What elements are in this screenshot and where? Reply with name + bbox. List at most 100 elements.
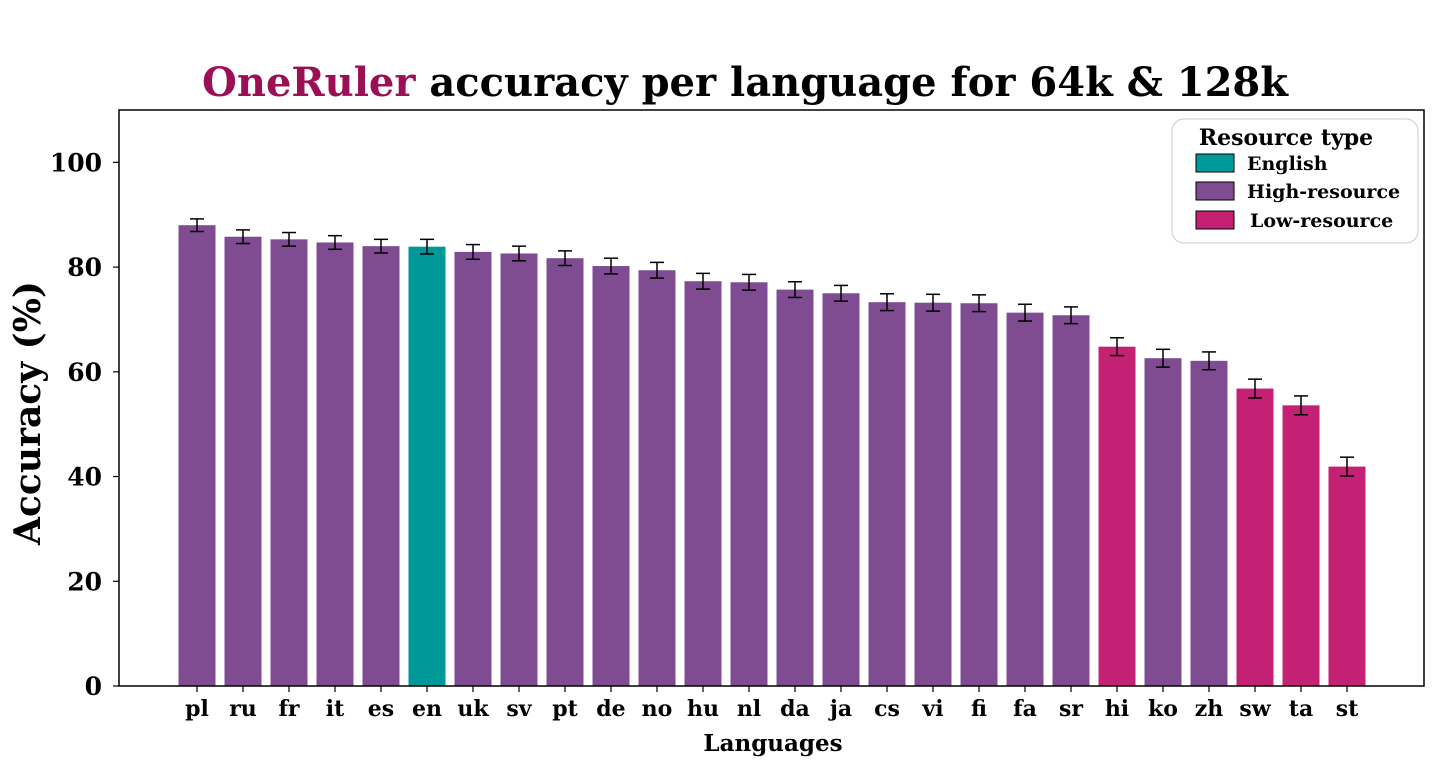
bar-uk [454, 251, 492, 686]
x-tick-label-pl: pl [185, 696, 209, 722]
error-bar-ru [236, 229, 250, 245]
chart-title: OneRuler accuracy per language for 64k &… [202, 59, 1289, 106]
legend: Resource type English High-resource Low-… [1171, 118, 1419, 244]
error-bar-ja [834, 284, 848, 302]
bar-hu [684, 281, 722, 686]
bar-it [316, 242, 354, 687]
error-bar-sw [1248, 378, 1262, 399]
bar-vi [914, 302, 952, 686]
x-tick-label-it: it [326, 696, 345, 722]
bar-pl [178, 225, 216, 686]
bar-ru [224, 236, 262, 686]
error-bar-fi [972, 294, 986, 313]
x-tick-label-vi: vi [921, 696, 943, 722]
bar-no [638, 270, 676, 686]
x-ticks: pl ru fr it es en uk sv pt de no hu nl da ja cs vi fi fa sr… [185, 686, 1359, 722]
bar-fa [1006, 312, 1044, 686]
legend-swatch-low-resource [1195, 210, 1235, 230]
bar-de [592, 266, 630, 686]
error-bar-no [650, 261, 664, 279]
error-bar-en [420, 238, 434, 255]
error-bar-st [1340, 456, 1354, 477]
x-tick-label-pt: pt [552, 696, 578, 722]
error-bar-fa [1018, 303, 1032, 322]
bar-sv [500, 253, 538, 686]
y-ticks: 0 20 40 60 80 100 [50, 148, 119, 701]
x-tick-label-da: da [780, 696, 810, 722]
bar-ko [1144, 358, 1182, 686]
bar-cs [868, 302, 906, 686]
y-tick-label-100: 100 [50, 148, 102, 177]
x-tick-label-es: es [368, 696, 394, 722]
legend-swatch-english [1195, 153, 1235, 173]
bar-ta [1282, 405, 1320, 686]
chart-title-rest: accuracy per language for 64k & 128k [415, 59, 1289, 106]
x-tick-label-cs: cs [874, 696, 900, 722]
x-tick-label-en: en [412, 696, 442, 722]
x-tick-label-sr: sr [1059, 696, 1083, 722]
error-bar-it [328, 234, 342, 251]
error-bar-fr [282, 231, 296, 247]
x-tick-label-uk: uk [457, 696, 489, 722]
error-bars-layer [190, 218, 1354, 477]
x-tick-label-sw: sw [1239, 696, 1271, 722]
error-bar-de [604, 257, 618, 275]
x-tick-label-fr: fr [278, 696, 299, 722]
bar-sw [1236, 388, 1274, 686]
error-bar-hu [696, 272, 710, 290]
bars-layer [178, 225, 1366, 687]
bar-ja [822, 293, 860, 686]
error-bar-hi [1110, 337, 1124, 357]
legend-title: Resource type [1199, 125, 1373, 151]
x-tick-label-ta: ta [1289, 696, 1313, 722]
error-bar-da [788, 281, 802, 299]
bar-sr [1052, 315, 1090, 686]
y-tick-label-40: 40 [67, 463, 102, 492]
error-bar-ta [1294, 395, 1308, 416]
x-tick-label-hu: hu [687, 696, 719, 722]
y-axis-label: Accuracy (%) [7, 281, 49, 546]
bar-st [1328, 466, 1366, 686]
y-tick-label-80: 80 [67, 253, 102, 282]
error-bar-sv [512, 245, 526, 262]
y-tick-label-60: 60 [67, 358, 102, 387]
bar-es [362, 246, 400, 687]
bar-nl [730, 282, 768, 686]
x-tick-label-zh: zh [1195, 696, 1224, 722]
x-tick-label-ru: ru [229, 696, 257, 722]
x-tick-label-de: de [596, 696, 625, 722]
legend-label-english: English [1247, 153, 1328, 175]
x-tick-label-fa: fa [1013, 696, 1037, 722]
x-tick-label-hi: hi [1105, 696, 1129, 722]
bar-zh [1190, 360, 1228, 686]
error-bar-pl [190, 218, 204, 233]
legend-label-high-resource: High-resource [1247, 181, 1400, 203]
error-bar-ko [1156, 348, 1170, 368]
x-tick-label-sv: sv [506, 696, 532, 722]
x-tick-label-no: no [642, 696, 673, 722]
error-bar-uk [466, 243, 480, 260]
error-bar-cs [880, 293, 894, 312]
error-bar-zh [1202, 351, 1216, 371]
chart-title-highlight: OneRuler [202, 59, 416, 106]
y-tick-label-20: 20 [67, 567, 102, 596]
x-tick-label-ja: ja [828, 696, 852, 722]
error-bar-vi [926, 293, 940, 312]
error-bar-es [374, 238, 388, 254]
bar-fi [960, 303, 998, 686]
error-bar-nl [742, 273, 756, 291]
bar-en [408, 246, 446, 686]
bar-da [776, 289, 814, 686]
error-bar-sr [1064, 306, 1078, 325]
bar-hi [1098, 346, 1136, 686]
legend-swatch-high-resource [1195, 181, 1235, 201]
error-bar-pt [558, 250, 572, 267]
plot-frame [118, 109, 1425, 687]
y-tick-label-0: 0 [85, 672, 102, 701]
x-tick-label-fi: fi [971, 696, 987, 722]
x-tick-label-nl: nl [737, 696, 761, 722]
x-tick-label-st: st [1336, 696, 1359, 722]
x-axis-label: Languages [703, 730, 842, 757]
bar-pt [546, 258, 584, 686]
